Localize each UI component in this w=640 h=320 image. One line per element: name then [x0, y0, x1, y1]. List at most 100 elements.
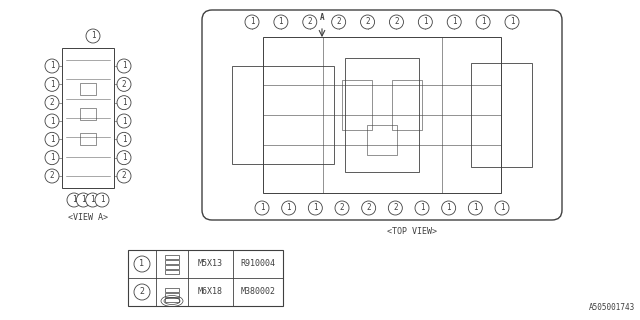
Text: 1: 1 — [481, 18, 485, 27]
Text: 1: 1 — [122, 135, 126, 144]
Text: 2: 2 — [337, 18, 341, 27]
Bar — [62, 48, 114, 188]
Bar — [344, 58, 419, 172]
Text: 2: 2 — [393, 204, 397, 212]
Circle shape — [117, 77, 131, 91]
Circle shape — [245, 15, 259, 29]
Text: 1: 1 — [100, 196, 104, 204]
Circle shape — [308, 201, 323, 215]
Text: 2: 2 — [122, 80, 126, 89]
Circle shape — [86, 193, 100, 207]
Text: 2: 2 — [394, 18, 399, 27]
Text: 1: 1 — [140, 260, 145, 268]
Bar — [165, 255, 179, 259]
Circle shape — [282, 201, 296, 215]
Text: 2: 2 — [365, 18, 370, 27]
Bar — [80, 83, 96, 95]
Text: 1: 1 — [91, 31, 95, 41]
Text: 1: 1 — [260, 204, 264, 212]
Bar — [165, 260, 179, 264]
Text: 2: 2 — [366, 204, 371, 212]
Bar — [263, 37, 501, 193]
Circle shape — [360, 15, 374, 29]
Text: 1: 1 — [420, 204, 424, 212]
Text: 2: 2 — [340, 204, 344, 212]
Circle shape — [45, 96, 59, 110]
Circle shape — [335, 201, 349, 215]
Bar — [165, 265, 179, 269]
Text: 1: 1 — [50, 153, 54, 162]
Bar — [165, 298, 179, 302]
Text: M5X13: M5X13 — [198, 260, 223, 268]
Text: 1: 1 — [90, 196, 95, 204]
Circle shape — [76, 193, 90, 207]
Text: 1: 1 — [72, 196, 76, 204]
Bar — [392, 80, 422, 130]
Text: R910004: R910004 — [241, 260, 275, 268]
Circle shape — [134, 256, 150, 272]
Circle shape — [86, 29, 100, 43]
Text: 1: 1 — [50, 135, 54, 144]
Text: 1: 1 — [278, 18, 284, 27]
Text: 1: 1 — [452, 18, 456, 27]
Text: 1: 1 — [50, 80, 54, 89]
Circle shape — [134, 284, 150, 300]
Circle shape — [45, 59, 59, 73]
Text: 1: 1 — [81, 196, 86, 204]
Circle shape — [442, 201, 456, 215]
Circle shape — [415, 201, 429, 215]
Circle shape — [45, 132, 59, 146]
Text: <VIEW A>: <VIEW A> — [68, 213, 108, 222]
Text: 1: 1 — [122, 98, 126, 107]
Text: 2: 2 — [140, 287, 145, 297]
Text: A: A — [320, 13, 324, 22]
Circle shape — [303, 15, 317, 29]
Text: 1: 1 — [250, 18, 254, 27]
Text: 1: 1 — [122, 116, 126, 125]
Bar — [165, 293, 179, 297]
Bar — [165, 270, 179, 274]
Circle shape — [117, 114, 131, 128]
Circle shape — [45, 169, 59, 183]
Text: 1: 1 — [122, 61, 126, 70]
Text: 2: 2 — [122, 172, 126, 180]
Bar — [367, 125, 397, 155]
Text: M6X18: M6X18 — [198, 287, 223, 297]
Circle shape — [45, 77, 59, 91]
Circle shape — [468, 201, 483, 215]
Circle shape — [476, 15, 490, 29]
Bar — [80, 108, 96, 120]
Circle shape — [67, 193, 81, 207]
Bar — [80, 133, 96, 145]
Text: 1: 1 — [509, 18, 515, 27]
Text: 1: 1 — [286, 204, 291, 212]
Text: 1: 1 — [500, 204, 504, 212]
Circle shape — [274, 15, 288, 29]
Circle shape — [117, 151, 131, 165]
Circle shape — [332, 15, 346, 29]
Text: 1: 1 — [423, 18, 428, 27]
Circle shape — [117, 59, 131, 73]
Text: 1: 1 — [50, 61, 54, 70]
Bar — [471, 63, 532, 167]
Circle shape — [419, 15, 433, 29]
Circle shape — [117, 169, 131, 183]
Circle shape — [495, 201, 509, 215]
Circle shape — [45, 151, 59, 165]
Circle shape — [390, 15, 403, 29]
Circle shape — [45, 114, 59, 128]
Circle shape — [95, 193, 109, 207]
Text: M380002: M380002 — [241, 287, 275, 297]
Circle shape — [255, 201, 269, 215]
Text: 2: 2 — [50, 98, 54, 107]
Text: 1: 1 — [473, 204, 477, 212]
Text: A505001743: A505001743 — [589, 303, 635, 312]
Bar — [342, 80, 372, 130]
Text: 1: 1 — [313, 204, 317, 212]
Circle shape — [117, 132, 131, 146]
Bar — [128, 250, 283, 306]
Text: <TOP VIEW>: <TOP VIEW> — [387, 228, 437, 236]
Bar — [165, 288, 179, 292]
Circle shape — [505, 15, 519, 29]
Text: 2: 2 — [307, 18, 312, 27]
